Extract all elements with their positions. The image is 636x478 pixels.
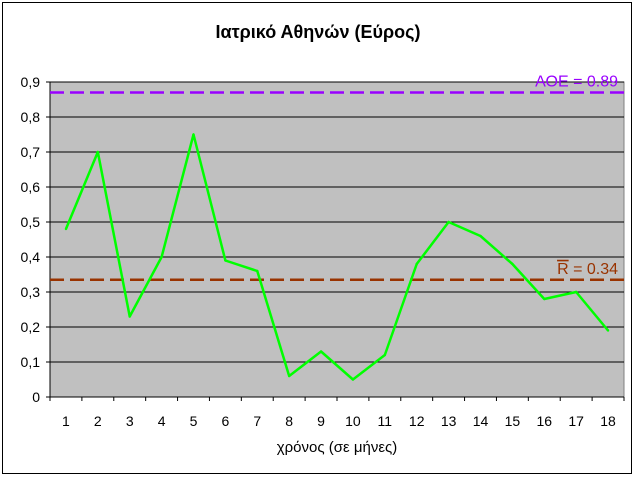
y-tick-label: 0,3 — [21, 284, 41, 300]
data-point — [606, 329, 610, 332]
y-tick-label: 0,2 — [21, 319, 41, 335]
y-tick-label: 0,1 — [21, 354, 41, 370]
data-point — [479, 234, 482, 238]
x-tick-label: 5 — [190, 413, 198, 429]
y-tick-label: 0 — [32, 389, 40, 405]
plot-area — [49, 81, 625, 398]
x-tick-label: 9 — [317, 413, 325, 429]
y-tick-label: 0,6 — [21, 179, 41, 195]
x-tick-label: 7 — [253, 413, 261, 429]
y-tick-label: 0,7 — [21, 144, 41, 160]
x-tick-label: 12 — [409, 413, 425, 429]
series-line — [64, 133, 610, 381]
reference-line-label: R = 0.34 — [557, 261, 618, 278]
x-tick-label: 18 — [600, 413, 616, 429]
y-tick-label: 0,5 — [21, 214, 41, 230]
series-layer — [64, 133, 610, 381]
data-point — [287, 374, 291, 378]
data-point — [511, 262, 514, 266]
x-tick-label: 16 — [536, 413, 552, 429]
x-axis-label: χρόνος (σε μήνες) — [277, 439, 398, 456]
reference-lines: ΑΟΕ = 0.89 R = 0.34 — [50, 74, 624, 281]
x-tick-label: 10 — [345, 413, 361, 429]
data-point — [192, 133, 195, 136]
y-tick-label: 0,9 — [21, 74, 41, 90]
data-point — [128, 315, 131, 318]
data-point — [351, 378, 355, 381]
data-point — [96, 150, 100, 154]
data-point — [160, 255, 163, 259]
data-point — [256, 269, 259, 273]
x-tick-label: 13 — [441, 413, 457, 429]
y-tick-label: 0,8 — [21, 109, 41, 125]
x-tick-label: 4 — [158, 413, 166, 429]
x-tick-label: 1 — [62, 413, 70, 429]
data-point — [224, 259, 227, 262]
chart-title: Ιατρικό Αθηνών (Εύρος) — [216, 22, 421, 42]
data-point — [543, 297, 546, 301]
data-point — [415, 262, 418, 266]
x-tick-label: 3 — [126, 413, 134, 429]
data-point — [383, 353, 387, 357]
y-tick-label: 0,4 — [21, 249, 41, 265]
x-tick-label: 6 — [221, 413, 229, 429]
data-point — [64, 227, 68, 231]
reference-line-label: ΑΟΕ = 0.89 — [535, 74, 618, 91]
x-tick-label: 17 — [568, 413, 584, 429]
x-tick-label: 11 — [378, 413, 393, 429]
x-axis-ticks: 1 2 3 4 5 6 7 8 9 10 11 12 13 14 15 16 17 18 — [49, 397, 625, 429]
x-tick-label: 2 — [94, 413, 102, 429]
data-point — [574, 290, 578, 294]
x-tick-label: 15 — [505, 413, 521, 429]
grid-lines — [50, 81, 624, 363]
y-axis-ticks: 0 0,1 0,2 0,3 0,4 0,5 0,6 0,7 0,8 0,9 — [21, 74, 50, 405]
x-tick-label: 8 — [285, 413, 293, 429]
data-point — [319, 350, 323, 353]
x-tick-label: 14 — [473, 413, 489, 429]
data-point — [447, 220, 450, 224]
